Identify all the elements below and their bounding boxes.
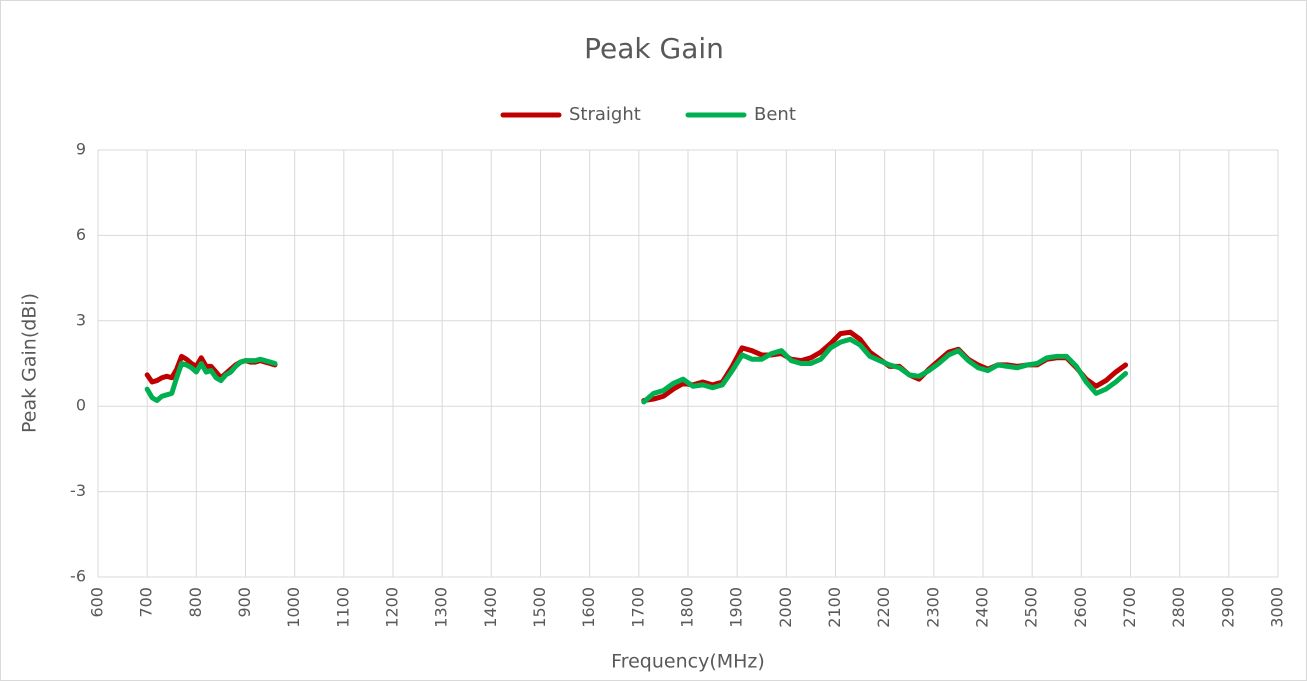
y-tick-label: 3 [76, 310, 86, 329]
x-tick-label: 1800 [678, 587, 697, 628]
x-tick-label: 1200 [383, 587, 402, 628]
y-tick-label: -3 [70, 481, 86, 500]
x-tick-label: 2300 [923, 587, 942, 628]
x-axis-label: Frequency(MHz) [611, 651, 765, 673]
y-axis-label: Peak Gain(dBi) [19, 293, 41, 433]
y-tick-label: 0 [76, 396, 86, 415]
x-tick-label: 2500 [1022, 587, 1041, 628]
x-tick-label: 2800 [1169, 587, 1188, 628]
y-tick-label: 6 [76, 225, 86, 244]
x-tick-label: 600 [88, 587, 107, 618]
x-tick-label: 1900 [727, 587, 746, 628]
x-tick-label: 900 [235, 587, 254, 618]
x-tick-label: 1700 [628, 587, 647, 628]
x-tick-label: 3000 [1268, 587, 1287, 628]
y-tick-label: -6 [70, 567, 86, 586]
x-tick-label: 800 [186, 587, 205, 618]
x-tick-label: 700 [137, 587, 156, 618]
x-tick-label: 2700 [1120, 587, 1139, 628]
x-tick-label: 1400 [481, 587, 500, 628]
x-tick-label: 2900 [1218, 587, 1237, 628]
x-tick-label: 2100 [825, 587, 844, 628]
x-tick-label: 1600 [579, 587, 598, 628]
x-tick-label: 2600 [1071, 587, 1090, 628]
x-tick-label: 1300 [432, 587, 451, 628]
x-tick-label: 1500 [530, 587, 549, 628]
x-tick-label: 2200 [874, 587, 893, 628]
series-line [144, 336, 1129, 405]
chart-title: Peak Gain [584, 32, 724, 65]
x-tick-label: 1000 [284, 587, 303, 628]
x-tick-label: 1100 [333, 587, 352, 628]
legend-label: Bent [754, 104, 796, 125]
legend-label: Straight [569, 104, 641, 125]
y-tick-label: 9 [76, 140, 86, 159]
x-tick-label: 2000 [776, 587, 795, 628]
x-tick-label: 2400 [973, 587, 992, 628]
